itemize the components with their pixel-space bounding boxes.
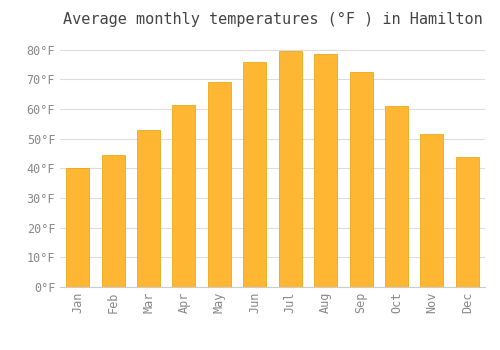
Bar: [137, 130, 160, 287]
Bar: [172, 105, 196, 287]
Title: Average monthly temperatures (°F ) in Hamilton: Average monthly temperatures (°F ) in Ha…: [62, 12, 482, 27]
Bar: [385, 106, 408, 287]
Bar: [420, 134, 444, 287]
Bar: [66, 168, 89, 287]
Bar: [350, 72, 372, 287]
Bar: [314, 54, 337, 287]
Bar: [278, 51, 301, 287]
Bar: [208, 83, 231, 287]
Bar: [102, 155, 124, 287]
Bar: [244, 62, 266, 287]
Bar: [456, 156, 479, 287]
